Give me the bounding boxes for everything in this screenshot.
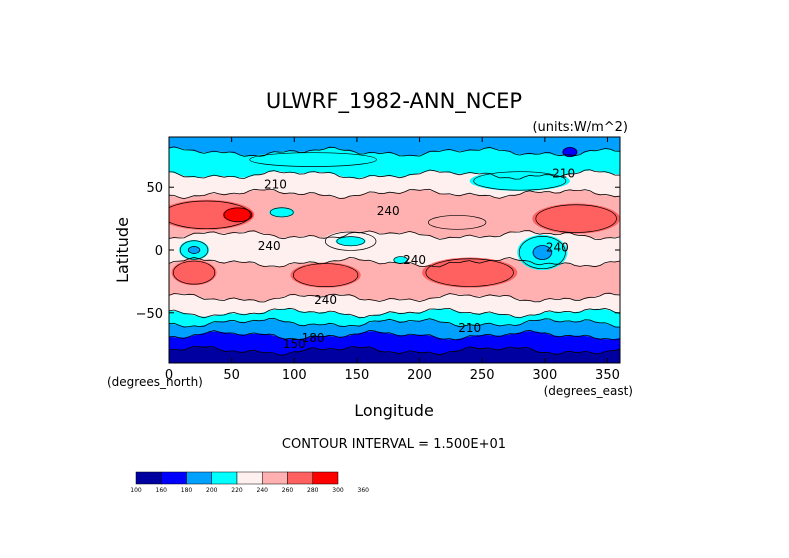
region-patch bbox=[169, 199, 255, 230]
contour-label: 210 bbox=[264, 178, 287, 192]
contour-loop bbox=[518, 235, 566, 270]
region-patch bbox=[422, 257, 518, 288]
units-label: (units:W/m^2) bbox=[532, 120, 628, 135]
legend-label: 100 bbox=[130, 487, 142, 494]
contour-label: 150 bbox=[283, 337, 306, 351]
legend-label: 280 bbox=[307, 487, 319, 494]
region-patch bbox=[425, 214, 489, 230]
x-axis-label: Longitude bbox=[354, 401, 434, 420]
band-layer bbox=[169, 137, 620, 363]
region-patch bbox=[187, 246, 201, 254]
region-patch bbox=[171, 260, 217, 286]
legend-swatch bbox=[236, 471, 263, 485]
contour-loop bbox=[179, 240, 209, 260]
contour-interval-label: CONTOUR INTERVAL = 1.500E+01 bbox=[282, 437, 506, 452]
contour-loop bbox=[562, 147, 578, 158]
contour-line bbox=[169, 345, 620, 356]
y-unit-label: (degrees_north) bbox=[107, 375, 203, 389]
x-tick-label: 50 bbox=[223, 368, 240, 383]
contour-label: 240 bbox=[403, 253, 426, 267]
region-patch bbox=[290, 262, 361, 288]
contour-loop bbox=[223, 207, 253, 223]
contour-label: 240 bbox=[546, 240, 569, 254]
region-patch bbox=[244, 152, 382, 168]
contour-loop bbox=[473, 171, 567, 191]
patch-layer bbox=[169, 147, 620, 288]
legend-swatch bbox=[287, 471, 313, 485]
y-tick-label: 50 bbox=[146, 181, 163, 196]
legend-label: 300 bbox=[332, 487, 344, 494]
contour-loop bbox=[269, 207, 294, 218]
contour-label: 180 bbox=[302, 331, 325, 345]
chart-title: ULWRF_1982-ANN_NCEP bbox=[266, 89, 522, 114]
contour-label: 240 bbox=[258, 239, 281, 253]
contour-loop bbox=[292, 263, 359, 288]
y-axis-label: Latitude bbox=[113, 217, 132, 283]
contour-line bbox=[169, 317, 620, 328]
x-unit-label: (degrees_east) bbox=[544, 384, 633, 398]
legend-swatch bbox=[135, 471, 162, 485]
x-axis-ticks: 0 50 100 150 200 250 300 350 bbox=[165, 137, 620, 383]
contour-label: 240 bbox=[377, 204, 400, 218]
y-tick-label: 0 bbox=[155, 244, 163, 259]
legend-label: 160 bbox=[156, 487, 168, 494]
legend-swatch bbox=[186, 471, 212, 485]
region-patch bbox=[269, 207, 295, 218]
region-patch bbox=[393, 256, 409, 264]
contour-line bbox=[169, 230, 620, 241]
contour-loop bbox=[187, 246, 201, 254]
contour-label: 210 bbox=[458, 321, 481, 335]
contour-loop bbox=[427, 215, 487, 230]
contour-loop bbox=[324, 231, 377, 251]
x-tick-label: 250 bbox=[470, 368, 495, 383]
region-patch bbox=[335, 236, 366, 247]
contour-loop bbox=[172, 260, 216, 285]
contour-line bbox=[169, 307, 620, 319]
legend-label: 240 bbox=[257, 487, 269, 494]
color-legend: 100 160 180 200 220 240 260 280 300 360 bbox=[130, 471, 370, 494]
lat-band bbox=[169, 346, 620, 363]
legend-label: 260 bbox=[282, 487, 294, 494]
contour-label: 210 bbox=[552, 166, 575, 180]
legend-label: 360 bbox=[358, 487, 370, 494]
contour-line bbox=[169, 256, 620, 268]
legend-swatch bbox=[262, 471, 288, 485]
legend-swatch bbox=[211, 471, 238, 485]
contour-layer bbox=[169, 146, 620, 356]
x-tick-label: 0 bbox=[165, 368, 173, 383]
contour-line bbox=[169, 329, 620, 341]
contour-loop bbox=[393, 256, 409, 264]
region-patch bbox=[532, 244, 553, 261]
contour-loop bbox=[336, 236, 365, 247]
x-tick-label: 150 bbox=[345, 368, 370, 383]
legend-swatch bbox=[161, 471, 187, 485]
legend-swatch bbox=[312, 471, 339, 485]
x-tick-label: 100 bbox=[282, 368, 307, 383]
contour-loop bbox=[532, 245, 552, 260]
contour-loop bbox=[169, 200, 251, 230]
region-patch bbox=[222, 207, 253, 223]
contour-loop bbox=[425, 258, 514, 287]
contour-line bbox=[169, 292, 620, 303]
y-axis-ticks: −50 0 50 bbox=[136, 181, 620, 322]
contour-loop bbox=[535, 204, 617, 233]
legend-label: 200 bbox=[206, 487, 218, 494]
contour-line bbox=[169, 146, 620, 157]
y-tick-label: −50 bbox=[136, 307, 163, 322]
region-patch bbox=[532, 203, 620, 234]
x-tick-label: 350 bbox=[595, 368, 620, 383]
contour-line bbox=[169, 188, 620, 200]
contour-loop bbox=[249, 152, 377, 167]
x-tick-label: 200 bbox=[407, 368, 432, 383]
contour-line bbox=[169, 169, 620, 180]
contour-label: 240 bbox=[314, 293, 337, 307]
x-tick-label: 300 bbox=[532, 368, 557, 383]
legend-label: 220 bbox=[231, 487, 243, 494]
legend-label: 180 bbox=[181, 487, 193, 494]
